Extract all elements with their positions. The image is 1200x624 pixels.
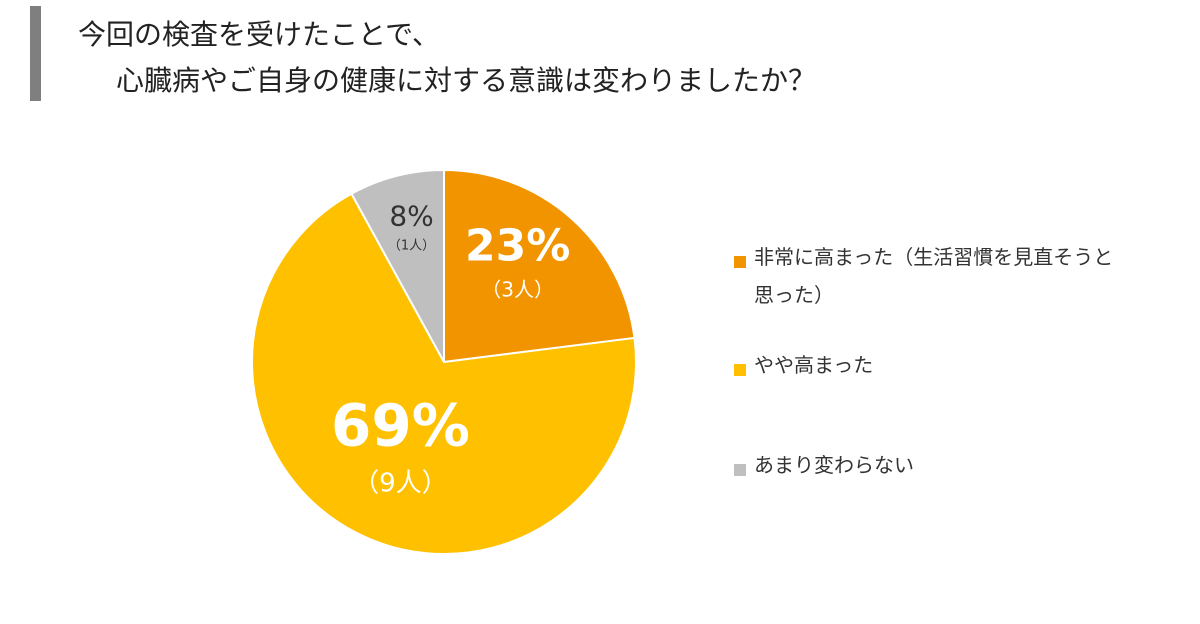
legend-item-not-changed: あまり変わらない xyxy=(734,453,1114,484)
title-accent-bar xyxy=(30,6,41,101)
pie-percent-label-not-changed: 8% xyxy=(389,200,433,233)
pie-slice-somewhat-increased xyxy=(251,192,637,555)
pie-percent-label-very-increased: 23% xyxy=(465,220,570,271)
legend-item-very-increased: 非常に高まった（生活習慣を見直そうと思った） xyxy=(734,245,1114,314)
pie-count-label-not-changed: （1人） xyxy=(388,239,435,254)
pie-count-label-very-increased: （3人） xyxy=(481,277,554,301)
pie-count-label-somewhat-increased: （9人） xyxy=(353,469,448,499)
legend-swatch xyxy=(734,364,746,376)
legend-swatch xyxy=(734,256,746,268)
legend-item-somewhat-increased: やや高まった xyxy=(734,353,1114,384)
legend-label: やや高まった xyxy=(754,353,874,377)
legend-swatch xyxy=(734,464,746,476)
legend-label: あまり変わらない xyxy=(754,453,914,477)
pie-percent-label-somewhat-increased: 69% xyxy=(331,392,470,460)
title-line-2: 心臓病やご自身の健康に対する意識は変わりましたか？ xyxy=(116,64,817,97)
pie-slice-very-increased xyxy=(443,168,636,364)
page-title: 今回の検査を受けたことで、 心臓病やご自身の健康に対する意識は変わりましたか？ xyxy=(78,12,816,104)
legend-label: 非常に高まった（生活習慣を見直そうと思った） xyxy=(754,245,1114,307)
title-line-1: 今回の検査を受けたことで、 xyxy=(78,18,441,51)
pie-slice-not-changed xyxy=(350,168,445,363)
